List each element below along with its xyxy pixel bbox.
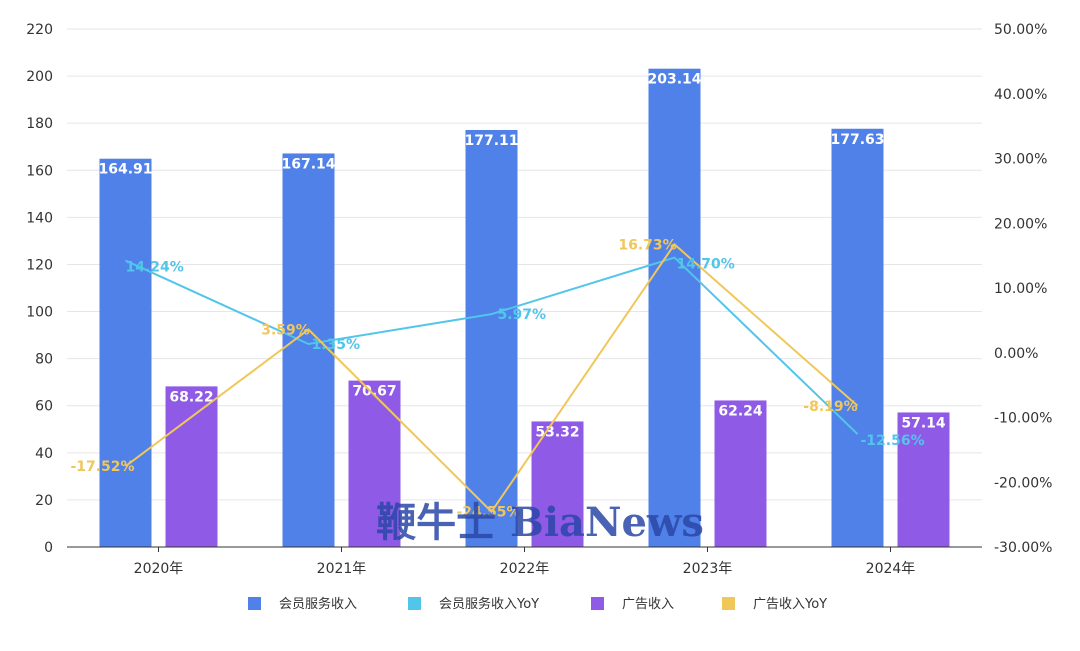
bar-data-label: 203.14 bbox=[647, 72, 701, 88]
left-tick-label: 40 bbox=[35, 446, 53, 462]
left-axis-ticks: 0 20 40 60 80 100 120 140 160 180 200 220 bbox=[26, 22, 53, 556]
right-tick-label: -30.00% bbox=[994, 540, 1052, 556]
bar-member bbox=[831, 128, 884, 547]
left-tick-label: 140 bbox=[26, 210, 53, 226]
left-tick-label: 120 bbox=[26, 257, 53, 273]
legend: 会员服务收入 会员服务收入YoY 广告收入 广告收入YoY bbox=[248, 596, 827, 612]
x-tick-label: 2023年 bbox=[683, 561, 733, 577]
legend-label: 广告收入 bbox=[622, 597, 674, 612]
line-data-label: 5.97% bbox=[498, 307, 547, 323]
line-data-label: -24.55% bbox=[456, 505, 520, 521]
x-tick-label: 2020年 bbox=[134, 561, 184, 577]
left-tick-label: 80 bbox=[35, 352, 53, 368]
grid-lines bbox=[67, 28, 982, 501]
bar-member bbox=[282, 153, 335, 547]
right-tick-label: 50.00% bbox=[994, 22, 1047, 38]
line-data-label: 3.59% bbox=[261, 323, 310, 339]
bar-data-label: 70.67 bbox=[352, 384, 396, 400]
left-tick-label: 180 bbox=[26, 116, 53, 132]
left-tick-label: 100 bbox=[26, 305, 53, 321]
bar-data-label: 177.63 bbox=[830, 132, 884, 148]
right-axis-ticks: -30.00% -20.00% -10.00% 0.00% 10.00% 20.00% 30… bbox=[994, 22, 1052, 556]
x-tick-label: 2021年 bbox=[317, 561, 367, 577]
left-tick-label: 160 bbox=[26, 163, 53, 179]
line-data-label: -12.56% bbox=[861, 433, 925, 449]
x-tick-label: 2022年 bbox=[500, 561, 550, 577]
legend-label: 会员服务收入YoY bbox=[439, 596, 539, 612]
bars bbox=[99, 68, 950, 548]
right-tick-label: 40.00% bbox=[994, 87, 1047, 103]
line-data-label: -17.52% bbox=[70, 459, 134, 475]
bar-ad bbox=[897, 412, 950, 547]
bar-data-label: 57.14 bbox=[901, 415, 946, 431]
right-tick-label: -20.00% bbox=[994, 475, 1052, 491]
bar-data-label: 164.91 bbox=[98, 162, 152, 178]
line-data-label: 14.70% bbox=[677, 257, 735, 273]
right-tick-label: -10.00% bbox=[994, 411, 1052, 427]
watermark: 鞭牛士 BiaNews bbox=[376, 499, 704, 546]
bar-member bbox=[648, 68, 701, 548]
line-data-label: 14.24% bbox=[126, 260, 184, 276]
bar-ad bbox=[714, 400, 767, 547]
left-tick-label: 200 bbox=[26, 69, 53, 85]
bar-ad bbox=[165, 386, 218, 547]
bar-data-label: 68.22 bbox=[169, 389, 213, 405]
bar-member bbox=[99, 158, 152, 547]
legend-swatch bbox=[248, 597, 261, 610]
lines bbox=[124, 242, 859, 514]
left-tick-label: 220 bbox=[26, 22, 53, 38]
legend-label: 会员服务收入 bbox=[279, 596, 357, 612]
left-tick-label: 60 bbox=[35, 399, 53, 415]
bar-labels: 164.91 167.14 177.11 203.14 177.63 68.22 70.67… bbox=[98, 72, 945, 441]
bar-member bbox=[465, 129, 518, 547]
left-tick-label: 20 bbox=[35, 493, 53, 509]
line-labels: 14.24% 1.35% 5.97% 14.70% -12.56% -17.52% 3.59… bbox=[70, 237, 924, 520]
legend-swatch bbox=[722, 597, 735, 610]
right-tick-label: 30.00% bbox=[994, 152, 1047, 168]
legend-swatch bbox=[408, 597, 421, 610]
bar-data-label: 62.24 bbox=[718, 403, 763, 419]
right-tick-label: 20.00% bbox=[994, 216, 1047, 232]
line-ad-yoy bbox=[124, 242, 859, 514]
line-data-label: -8.19% bbox=[803, 399, 857, 415]
legend-swatch bbox=[591, 597, 604, 610]
bar-data-label: 53.32 bbox=[535, 424, 579, 440]
bar-data-label: 177.11 bbox=[464, 133, 518, 149]
bar-data-label: 167.14 bbox=[281, 156, 335, 172]
bar-ad bbox=[348, 380, 401, 547]
legend-label: 广告收入YoY bbox=[753, 597, 827, 612]
left-tick-label: 0 bbox=[44, 540, 53, 556]
line-member-yoy bbox=[125, 256, 859, 435]
line-data-label: 16.73% bbox=[618, 237, 676, 253]
line-data-label: 1.35% bbox=[312, 337, 361, 353]
watermark-text: 鞭牛士 BiaNews bbox=[376, 499, 704, 546]
right-tick-label: 10.00% bbox=[994, 281, 1047, 297]
x-tick-label: 2024年 bbox=[866, 561, 916, 577]
right-tick-label: 0.00% bbox=[994, 346, 1038, 362]
x-axis: 2020年 2021年 2022年 2023年 2024年 bbox=[67, 546, 982, 577]
